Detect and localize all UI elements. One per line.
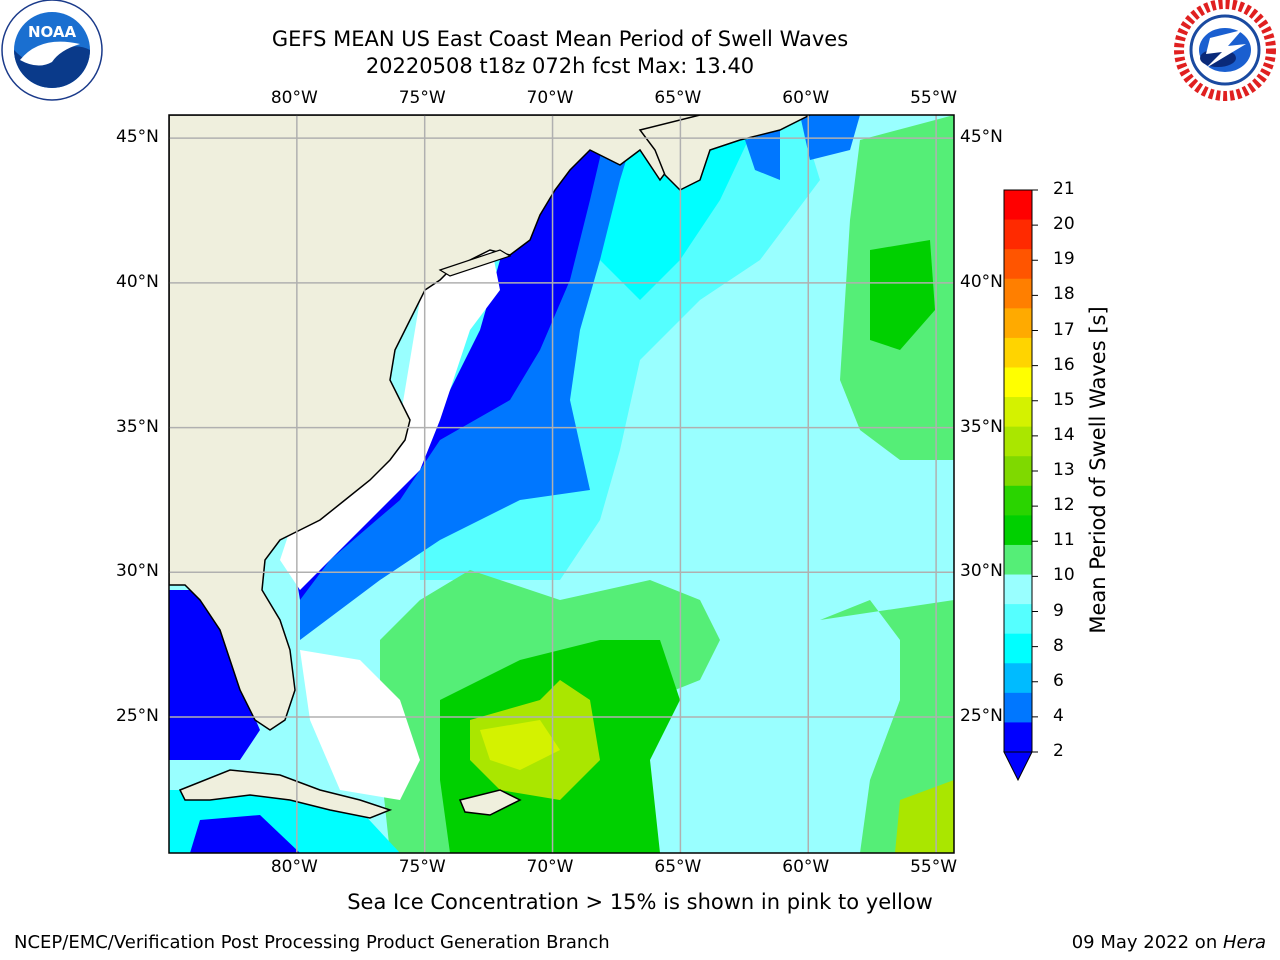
colorbar-tick-label: 16: [1053, 354, 1075, 375]
map-gridlines: [169, 115, 954, 853]
swell-band-12-13-se: [895, 780, 954, 853]
swell-band-10-11-east: [870, 240, 935, 350]
colorbar-tick-label: 8: [1053, 635, 1064, 656]
colorbar-tick-label: 14: [1053, 424, 1075, 445]
colorbar-tick-label: 6: [1053, 670, 1064, 691]
colorbar-tick-label: 12: [1053, 495, 1075, 516]
colorbar-tick-label: 18: [1053, 284, 1075, 305]
lon-tick-label-bottom: 60°W: [782, 857, 830, 877]
lat-tick-label-left: 40°N: [116, 271, 159, 292]
north-america-land: [169, 115, 701, 731]
lon-tick-label-bottom: 75°W: [398, 857, 446, 877]
no-data-bahamas: [300, 650, 420, 800]
lat-tick-label-left: 25°N: [116, 705, 159, 726]
lon-tick-label-top: 80°W: [270, 88, 318, 108]
colorbar-segment: [1004, 574, 1032, 605]
hispaniola-land: [458, 789, 522, 816]
colorbar-tick-label: 17: [1053, 319, 1075, 340]
colorbar-tick-label: 20: [1053, 214, 1075, 235]
map-plot-area: [169, 115, 954, 853]
lon-tick-label-top: 55°W: [910, 88, 958, 108]
colorbar-tick-label: 10: [1053, 565, 1075, 586]
lon-tick-label-bottom: 70°W: [526, 857, 574, 877]
footer-credit: NCEP/EMC/Verification Post Processing Pr…: [14, 932, 610, 953]
swell-band-ne-2-4b: [745, 130, 780, 180]
colorbar-segment: [1004, 278, 1032, 309]
nws-logo: [1174, 0, 1276, 101]
swell-band-13-14-south: [480, 720, 560, 770]
lon-tick-label-top: 75°W: [398, 88, 446, 108]
colorbar-segment: [1004, 515, 1032, 546]
lat-tick-label-right: 30°N: [960, 561, 1003, 582]
chart-subtitle: 20220508 t18z 072h fcst Max: 13.40: [365, 54, 755, 78]
long-island-land: [438, 249, 512, 277]
sea-ice-note: Sea Ice Concentration > 15% is shown in …: [347, 890, 933, 914]
lon-tick-label-bottom: 80°W: [270, 857, 318, 877]
noaa-logo-text: NOAA: [28, 23, 77, 41]
colorbar-under-arrow: [1003, 751, 1033, 782]
colorbar-segment: [1004, 722, 1032, 753]
colorbar-label: Mean Period of Swell Waves [s]: [1086, 306, 1110, 634]
colorbar-tick-label: 11: [1053, 530, 1075, 551]
lat-tick-label-left: 45°N: [116, 127, 159, 148]
colorbar-tick-label: 19: [1053, 249, 1075, 270]
colorbar-tick-label: 9: [1053, 600, 1064, 621]
colorbar-segment: [1004, 544, 1032, 576]
footer-date-text: 09 May 2022 on: [1071, 932, 1223, 953]
map-frame: [168, 114, 955, 854]
chart-title: GEFS MEAN US East Coast Mean Period of S…: [271, 27, 849, 51]
colorbar-segment: [1004, 485, 1032, 516]
colorbar-segment: [1004, 426, 1032, 457]
footer-host: Hera: [1222, 932, 1266, 953]
colorbar-segment: [1004, 249, 1032, 280]
colorbar-tick-label: 4: [1053, 705, 1064, 726]
swell-band-caribbean-low: [190, 815, 300, 853]
lon-tick-label-top: 60°W: [782, 88, 830, 108]
lat-tick-label-right: 45°N: [960, 127, 1003, 148]
colorbar-segment: [1004, 692, 1032, 723]
colorbar-segment: [1004, 337, 1032, 368]
colorbar-tick-label: 2: [1053, 741, 1064, 761]
lon-tick-label-top: 65°W: [654, 88, 702, 108]
lat-tick-label-right: 35°N: [960, 416, 1003, 437]
cuba-land: [178, 769, 393, 819]
lon-tick-label-bottom: 65°W: [654, 857, 702, 877]
footer-date: 09 May 2022 on Hera: [1072, 932, 1266, 953]
colorbar-segment: [1004, 397, 1032, 428]
colorbar-segment: [1004, 219, 1032, 250]
lat-tick-label-right: 40°N: [960, 271, 1003, 292]
nova-scotia-land: [638, 115, 811, 191]
colorbar-segment: [1004, 308, 1032, 339]
colorbar-segment: [1004, 456, 1032, 487]
colorbar-tick-label: 21: [1053, 179, 1075, 199]
colorbar-segment: [1004, 633, 1032, 664]
colorbar-tick-label: 13: [1053, 460, 1075, 480]
lat-tick-label-left: 30°N: [116, 561, 159, 582]
lon-tick-label-bottom: 55°W: [910, 857, 958, 877]
colorbar-segment: [1004, 190, 1032, 221]
colorbar-segment: [1004, 367, 1032, 398]
lat-tick-label-right: 25°N: [960, 705, 1003, 726]
swell-band-9-10-se: [820, 600, 954, 853]
colorbar-tick-label: 15: [1053, 389, 1075, 410]
colorbar-segment: [1004, 663, 1032, 694]
lat-tick-label-left: 35°N: [116, 416, 159, 437]
colorbar-segment: [1004, 604, 1032, 635]
lon-tick-label-top: 70°W: [526, 88, 574, 108]
colorbar: [1003, 189, 1038, 782]
noaa-logo: NOAA: [1, 0, 103, 101]
